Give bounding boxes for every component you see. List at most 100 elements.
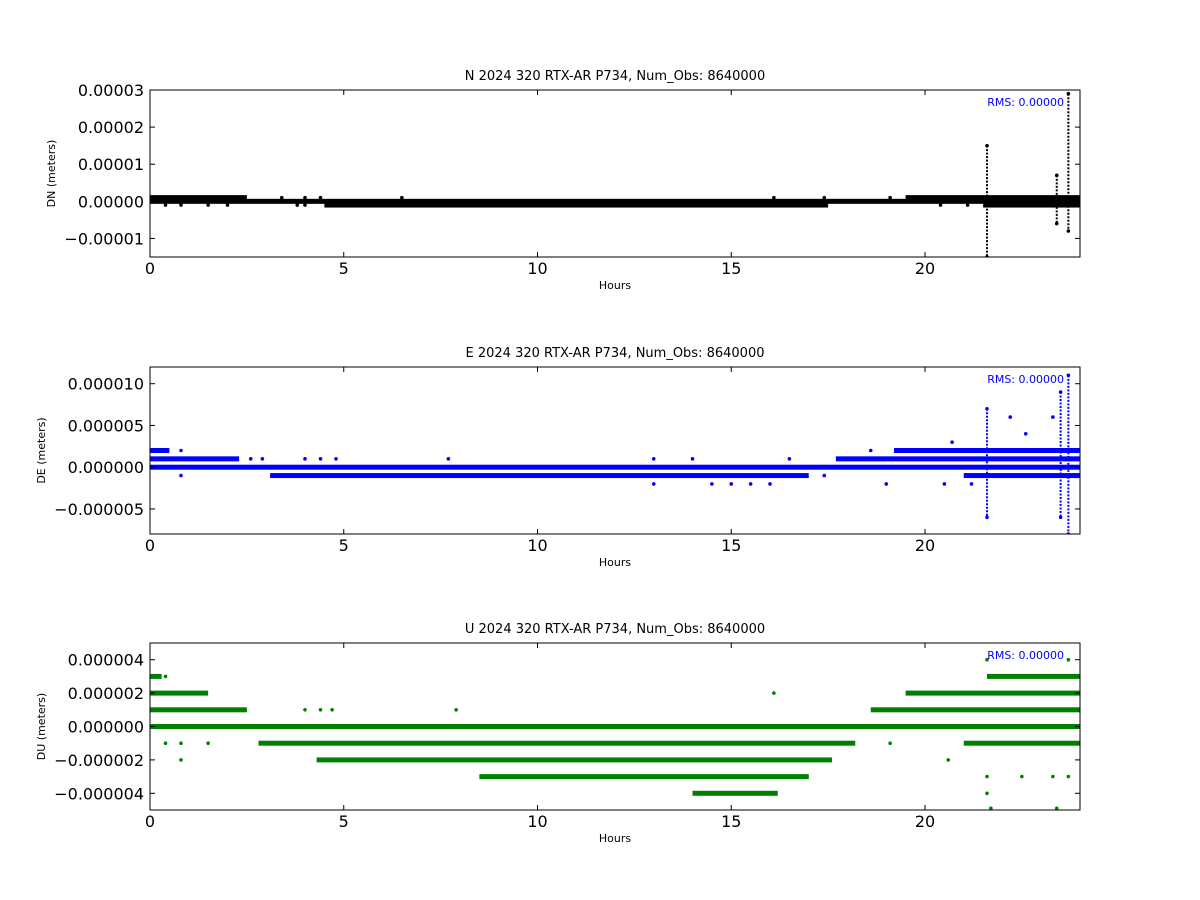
x-tick-label-north-0: 0 xyxy=(145,259,155,278)
rms-annotation-north: RMS: 0.00000 xyxy=(987,96,1064,109)
x-tick-label-east-2: 10 xyxy=(527,536,547,555)
data-point-east-23 xyxy=(1008,415,1013,419)
x-axis-label-up: Hours xyxy=(599,832,631,845)
data-band-up-1-0 xyxy=(150,690,209,696)
data-point-north-6 xyxy=(303,195,307,200)
data-band-up-0-1 xyxy=(987,673,1080,679)
data-point-east-4 xyxy=(303,457,307,461)
rms-annotation-up: RMS: 0.00000 xyxy=(987,649,1064,662)
data-point-east-10 xyxy=(690,457,695,461)
data-point-east-1 xyxy=(179,473,183,478)
data-layer-east xyxy=(150,373,1080,534)
data-point-north-0 xyxy=(163,203,168,207)
x-tick-label-east-1: 5 xyxy=(339,536,349,555)
data-point-up-17 xyxy=(1066,657,1071,662)
data-band-east-0-0 xyxy=(150,448,170,453)
data-point-north-1 xyxy=(179,203,183,207)
y-axis-label-east: DE (meters) xyxy=(35,417,48,483)
data-band-east-1-0 xyxy=(150,456,240,462)
data-band-up-2-1 xyxy=(870,707,1080,713)
data-point-up-5 xyxy=(303,708,307,712)
data-point-north-5 xyxy=(295,203,300,207)
data-layer-up xyxy=(150,657,1080,810)
data-band-north-1-0 xyxy=(150,198,1080,204)
y-axis-label-up: DU (meters) xyxy=(35,693,48,760)
y-tick-label-up-1: −0.000002 xyxy=(54,751,144,770)
data-band-north-0-1 xyxy=(905,195,1080,201)
data-point-north-7 xyxy=(303,203,307,207)
data-point-up-10 xyxy=(888,741,892,745)
data-point-north-9 xyxy=(400,195,404,200)
x-tick-label-east-3: 15 xyxy=(721,536,741,555)
y-tick-label-north-0: −0.00001 xyxy=(64,229,144,248)
data-point-east-2 xyxy=(248,457,253,461)
chart-panels: 0 5 10 15 20 −0.00001 0.00000 0.00001 0.00002 0.0… xyxy=(35,69,1081,845)
data-point-up-6 xyxy=(318,708,323,712)
y-tick-label-north-2: 0.00001 xyxy=(78,155,144,174)
x-tick-label-north-1: 5 xyxy=(339,259,349,278)
data-point-up-12 xyxy=(985,774,989,779)
data-point-up-18 xyxy=(1066,774,1071,779)
x-tick-label-east-0: 0 xyxy=(145,536,155,555)
data-band-up-4-1 xyxy=(963,740,1080,746)
chart-north: 0 5 10 15 20 −0.00001 0.00000 0.00001 0.00002 0.0… xyxy=(45,69,1081,292)
x-tick-label-up-1: 5 xyxy=(339,812,349,831)
data-point-east-6 xyxy=(334,457,338,461)
data-point-east-29 xyxy=(950,440,954,444)
data-band-east-1-1 xyxy=(835,456,1080,462)
data-point-east-9 xyxy=(651,482,656,486)
data-point-east-5 xyxy=(318,457,323,461)
data-point-east-12 xyxy=(729,482,734,486)
y-tick-label-up-2: 0.000000 xyxy=(68,718,144,737)
data-point-north-10 xyxy=(772,195,776,200)
data-point-up-15 xyxy=(1020,774,1024,779)
y-axis-label-north: DN (meters) xyxy=(45,140,58,208)
data-band-east-3-1 xyxy=(963,473,1080,479)
data-point-north-3 xyxy=(225,203,230,207)
data-point-east-3 xyxy=(260,457,265,461)
data-point-up-16 xyxy=(1051,774,1055,779)
data-point-north-12 xyxy=(888,195,892,200)
data-band-north-0-0 xyxy=(150,195,247,201)
chart-title-east: E 2024 320 RTX-AR P734, Num_Obs: 8640000 xyxy=(466,346,765,361)
data-point-east-24 xyxy=(1051,415,1055,419)
data-point-east-8 xyxy=(651,457,656,461)
data-point-east-30 xyxy=(1023,432,1028,436)
chart-title-north: N 2024 320 RTX-AR P734, Num_Obs: 8640000 xyxy=(465,69,765,84)
data-point-north-11 xyxy=(822,195,827,200)
axes-frame-east xyxy=(149,366,1081,535)
data-point-north-14 xyxy=(965,203,970,207)
data-band-north-2-1 xyxy=(983,202,1080,208)
data-band-up-3-0 xyxy=(150,724,1080,729)
data-point-up-2 xyxy=(179,741,183,745)
data-point-east-7 xyxy=(446,457,451,461)
data-point-up-4 xyxy=(206,741,210,745)
data-point-up-8 xyxy=(454,708,458,712)
data-point-east-14 xyxy=(768,482,772,486)
data-point-up-9 xyxy=(772,691,776,695)
data-band-up-0-0 xyxy=(150,673,162,679)
data-point-north-8 xyxy=(318,195,323,200)
data-point-north-4 xyxy=(279,195,284,200)
data-point-east-17 xyxy=(868,448,873,453)
x-tick-label-north-3: 15 xyxy=(721,259,741,278)
data-band-up-7-0 xyxy=(692,790,778,796)
y-tick-label-east-3: 0.000010 xyxy=(68,375,144,394)
data-point-east-18 xyxy=(884,482,889,486)
axes-frame-north xyxy=(149,89,1081,258)
rms-annotation-east: RMS: 0.00000 xyxy=(987,373,1064,386)
data-point-north-2 xyxy=(206,203,210,207)
y-tick-label-north-4: 0.00003 xyxy=(78,81,144,100)
x-tick-label-east-4: 20 xyxy=(915,536,935,555)
data-point-east-11 xyxy=(710,482,714,486)
data-point-up-20 xyxy=(1054,806,1059,810)
y-tick-label-up-3: 0.000002 xyxy=(68,684,144,703)
data-band-up-5-0 xyxy=(316,757,832,763)
data-band-east-0-1 xyxy=(894,448,1080,453)
x-axis-label-north: Hours xyxy=(599,279,631,292)
y-tick-label-up-4: 0.000004 xyxy=(68,651,144,670)
data-band-up-6-0 xyxy=(479,774,809,780)
data-point-east-13 xyxy=(748,482,753,486)
y-tick-label-north-1: 0.00000 xyxy=(78,192,144,211)
